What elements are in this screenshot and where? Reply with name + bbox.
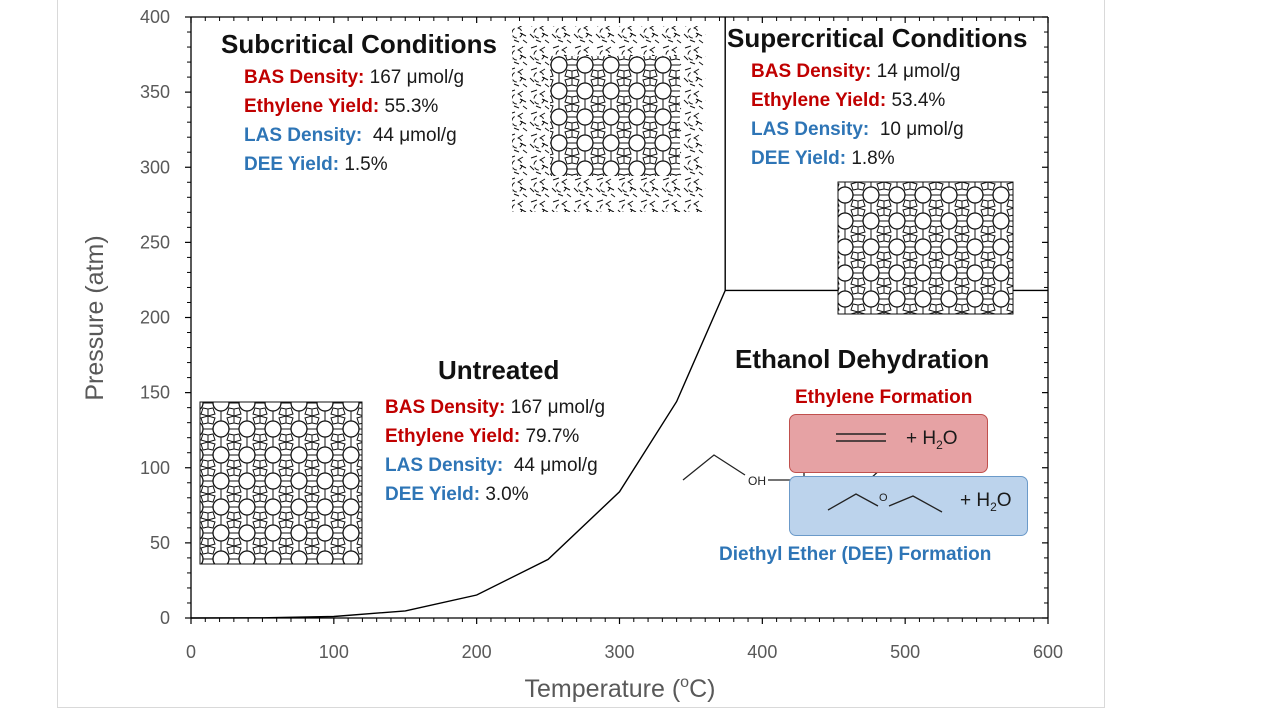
supercritical-block: Supercritical Conditions BAS Density: 14… [727,23,1028,173]
y-axis-title: Pressure (atm) [81,235,109,400]
y-tick-label: 150 [140,383,170,403]
x-tick-label: 500 [890,642,920,662]
ethylene-yield-value: 79.7% [525,426,580,447]
ethylene-yield-value: 55.3% [384,96,439,117]
dee-formation-label: Diethyl Ether (DEE) Formation [719,544,992,565]
ethylene-yield-value: 53.4% [891,90,946,111]
ethanol-dehydration-title: Ethanol Dehydration [735,344,990,374]
dee-yield-label: DEE Yield: [385,484,481,505]
ethylene-formation-label: Ethylene Formation [795,387,973,408]
x-tick-label: 0 [186,642,196,662]
ethylene-water-label: + H2O [906,428,958,452]
ethanol-molecule [682,454,746,481]
y-tick-label: 300 [140,157,170,177]
ethylene-yield-label: Ethylene Yield: [385,426,521,447]
bas-density-label: BAS Density: [751,61,872,82]
dee-yield-value: 1.8% [851,148,895,169]
ethylene-formation-box [789,414,988,473]
oh-label: OH [748,474,766,488]
y-tick-labels: 0 50 100 150 200 250 300 350 400 [140,7,170,628]
subcritical-zeolite-image [512,26,706,212]
vapor-pressure-curve [190,290,726,619]
untreated-zeolite-image [199,401,363,565]
ethylene-yield-label: Ethylene Yield: [751,90,887,111]
x-tick-label: 300 [604,642,634,662]
supercritical-zeolite-image [837,181,1014,315]
x-tick-label: 200 [462,642,492,662]
bas-density-value: 167 μmol/g [369,67,465,88]
dee-yield-label: DEE Yield: [244,154,340,175]
subcritical-title: Subcritical Conditions [221,29,497,59]
las-density-label: LAS Density: [244,125,363,146]
ethylene-yield-label: Ethylene Yield: [244,96,380,117]
untreated-block: BAS Density: 167 μmol/g Ethylene Yield: … [385,393,605,509]
dee-yield-value: 1.5% [344,154,388,175]
las-density-label: LAS Density: [385,455,504,476]
x-axis-title: Temperature (oC) [525,674,716,703]
y-tick-label: 200 [140,308,170,328]
untreated-title: Untreated [438,355,560,385]
bas-density-label: BAS Density: [244,67,365,88]
supercritical-title: Supercritical Conditions [727,23,1028,53]
bas-density-value: 14 μmol/g [876,61,961,82]
ethylene-molecule [836,433,886,442]
subcritical-block: Subcritical Conditions BAS Density: 167 … [221,29,497,179]
las-density-label: LAS Density: [751,119,870,140]
bas-density-value: 167 μmol/g [510,397,606,418]
y-tick-label: 0 [160,608,170,628]
dee-yield-value: 3.0% [485,484,529,505]
figure-frame [57,0,1105,708]
axes [185,16,1049,624]
las-density-value: 44 μmol/g [372,125,457,146]
bas-density-label: BAS Density: [385,397,506,418]
x-tick-labels: 0 100 200 300 400 500 600 [186,642,1063,662]
y-tick-label: 350 [140,82,170,102]
y-tick-label: 100 [140,458,170,478]
x-tick-label: 600 [1033,642,1063,662]
y-tick-label: 400 [140,7,170,27]
x-tick-label: 400 [747,642,777,662]
las-density-value: 10 μmol/g [879,119,964,140]
dee-water-label: + H2O [960,490,1012,514]
diethyl-ether-molecule [827,493,943,513]
x-tick-label: 100 [319,642,349,662]
las-density-value: 44 μmol/g [513,455,598,476]
dee-formation-box [789,476,1028,536]
y-tick-label: 250 [140,232,170,252]
y-tick-label: 50 [150,533,170,553]
ether-oxygen-label: O [879,492,888,504]
dee-yield-label: DEE Yield: [751,148,847,169]
